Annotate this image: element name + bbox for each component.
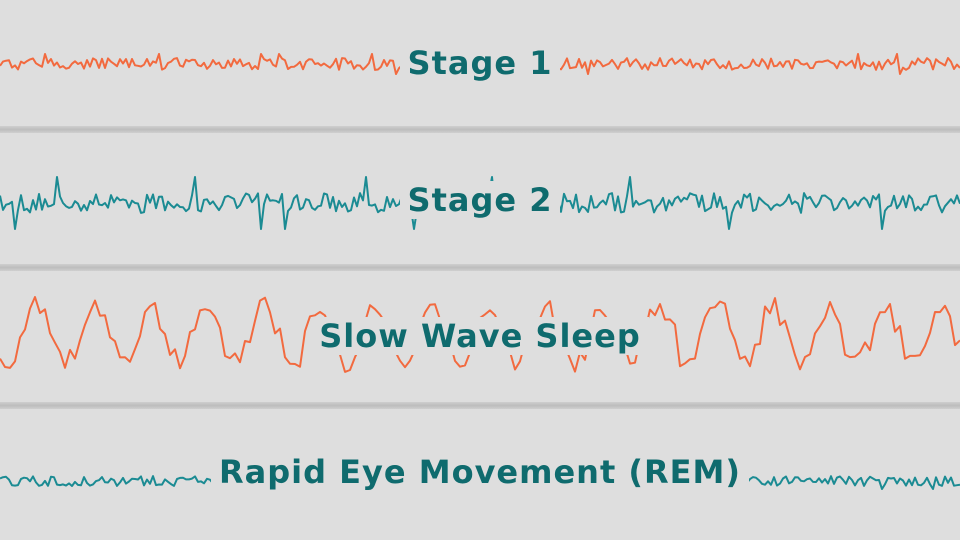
divider [0,402,960,409]
rem-panel: Rapid Eye Movement (REM) [0,409,960,540]
slow-wave-sleep-label: Slow Wave Sleep [0,317,960,355]
divider [0,126,960,133]
stage-1-panel: Stage 1 [0,0,960,128]
stage-2-label: Stage 2 [0,181,960,219]
divider [0,264,960,271]
stage-2-panel: Stage 2 [0,133,960,265]
stage-1-label: Stage 1 [0,44,960,82]
rem-label: Rapid Eye Movement (REM) [0,453,960,491]
slow-wave-sleep-panel: Slow Wave Sleep [0,271,960,403]
